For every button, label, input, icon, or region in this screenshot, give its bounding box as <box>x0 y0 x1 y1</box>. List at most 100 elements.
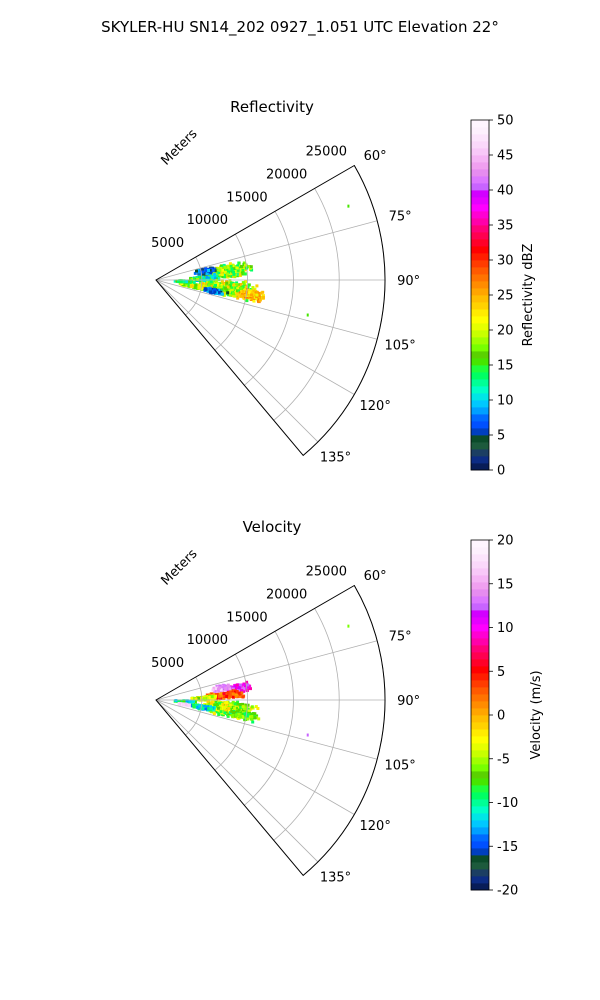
colorbar-segment <box>471 449 489 457</box>
echo-pixel <box>212 712 216 716</box>
reflectivity-azimuth-ticks: 60° 75° 90° 105° 120° 135° <box>320 149 420 465</box>
echo-pixel <box>198 704 202 708</box>
echo-pixel <box>247 713 251 717</box>
echo-pixel <box>225 272 229 276</box>
echo-pixel <box>221 275 225 279</box>
echo-pixel <box>238 293 242 297</box>
echo-pixel <box>239 715 243 719</box>
echo-pixel <box>223 286 227 290</box>
echo-pixel <box>182 279 186 283</box>
echo-pixel <box>235 272 239 276</box>
velocity-echoes <box>173 624 350 737</box>
radial-tick-label: 25000 <box>306 145 347 160</box>
echo-pixel <box>177 279 180 283</box>
echo-pixel <box>191 703 195 707</box>
echo-pixel <box>253 287 257 291</box>
echo-pixel <box>220 270 224 274</box>
colorbar-segment <box>471 659 489 667</box>
echo-pixel <box>255 714 259 718</box>
echo-pixel <box>225 288 229 292</box>
echo-pixel <box>228 270 232 274</box>
echo-pixel <box>185 280 189 284</box>
echo-point <box>347 204 350 208</box>
echo-pixel <box>232 711 235 715</box>
echo-pixel <box>174 699 178 702</box>
colorbar-segment <box>471 778 489 786</box>
range-ring <box>185 676 203 736</box>
echo-pixel <box>223 288 227 292</box>
colorbar-tick-label: 10 <box>497 394 514 409</box>
echo-pixel <box>246 683 250 687</box>
colorbar-segment <box>471 463 489 471</box>
colorbar-segment <box>471 785 489 793</box>
echo-pixel <box>241 695 245 699</box>
echo-pixel <box>237 691 241 695</box>
echo-pixel <box>197 696 201 700</box>
echo-pixel <box>241 271 245 275</box>
azimuth-spoke <box>155 699 378 760</box>
echo-pixel <box>225 281 229 285</box>
echo-pixel <box>229 264 233 268</box>
echo-pixel <box>246 292 249 296</box>
echo-pixel <box>220 288 224 292</box>
colorbar-segment <box>471 624 489 632</box>
azimuth-tick-label: 135° <box>320 871 351 886</box>
azimuth-tick-label: 60° <box>364 149 387 164</box>
echo-pixel <box>236 296 240 300</box>
echo-pixel <box>224 692 228 696</box>
echo-pixel <box>188 699 192 703</box>
echo-pixel <box>218 705 222 709</box>
colorbar-segment <box>471 365 489 373</box>
echo-pixel <box>256 707 260 710</box>
azimuth-tick-label: 120° <box>360 819 391 834</box>
colorbar-segment <box>471 295 489 303</box>
echo-pixel <box>209 274 213 278</box>
echo-pixel <box>222 684 226 688</box>
colorbar-segment <box>471 169 489 177</box>
echo-pixel <box>230 286 234 290</box>
echo-pixel <box>180 282 184 286</box>
echo-pixel <box>178 699 182 703</box>
colorbar-segment <box>471 225 489 233</box>
echo-pixel <box>204 707 208 711</box>
echo-pixel <box>217 694 221 698</box>
echo-pixel <box>229 281 233 285</box>
colorbar-tick-label: 35 <box>497 219 514 234</box>
colorbar-tick-label: 20 <box>497 534 514 549</box>
echo-pixel <box>194 283 198 287</box>
echo-pixel <box>221 268 224 272</box>
echo-pixel <box>246 703 250 707</box>
echo-pixel <box>206 700 210 703</box>
echo-pixel <box>233 702 237 706</box>
echo-point <box>306 313 309 317</box>
echo-pixel <box>208 693 212 697</box>
echo-pixel <box>252 299 256 303</box>
echo-pixel <box>226 691 230 695</box>
echo-pixel <box>249 687 252 691</box>
echo-pixel <box>210 289 214 293</box>
colorbar-segment <box>471 673 489 681</box>
colorbar-segment <box>471 708 489 716</box>
echo-pixel <box>204 267 208 271</box>
echo-pixel <box>220 712 224 716</box>
colorbar-segment <box>471 351 489 359</box>
echo-pixel <box>220 705 224 709</box>
echo-pixel <box>224 687 228 690</box>
colorbar-segment <box>471 813 489 821</box>
colorbar-segment <box>471 547 489 555</box>
echo-pixel <box>187 279 191 283</box>
echo-pixel <box>213 290 217 294</box>
colorbar-segment <box>471 414 489 422</box>
azimuth-spoke <box>155 279 378 340</box>
echo-pixel <box>240 294 243 298</box>
echo-pixel <box>210 695 214 699</box>
echo-pixel <box>255 293 259 297</box>
echo-pixel <box>215 274 218 278</box>
echo-pixel <box>249 265 253 269</box>
colorbar-segment <box>471 288 489 296</box>
colorbar-segment <box>471 617 489 625</box>
echo-pixel <box>211 688 215 692</box>
echo-pixel <box>250 715 254 718</box>
echo-pixel <box>223 275 227 279</box>
echo-pixel <box>203 287 207 291</box>
